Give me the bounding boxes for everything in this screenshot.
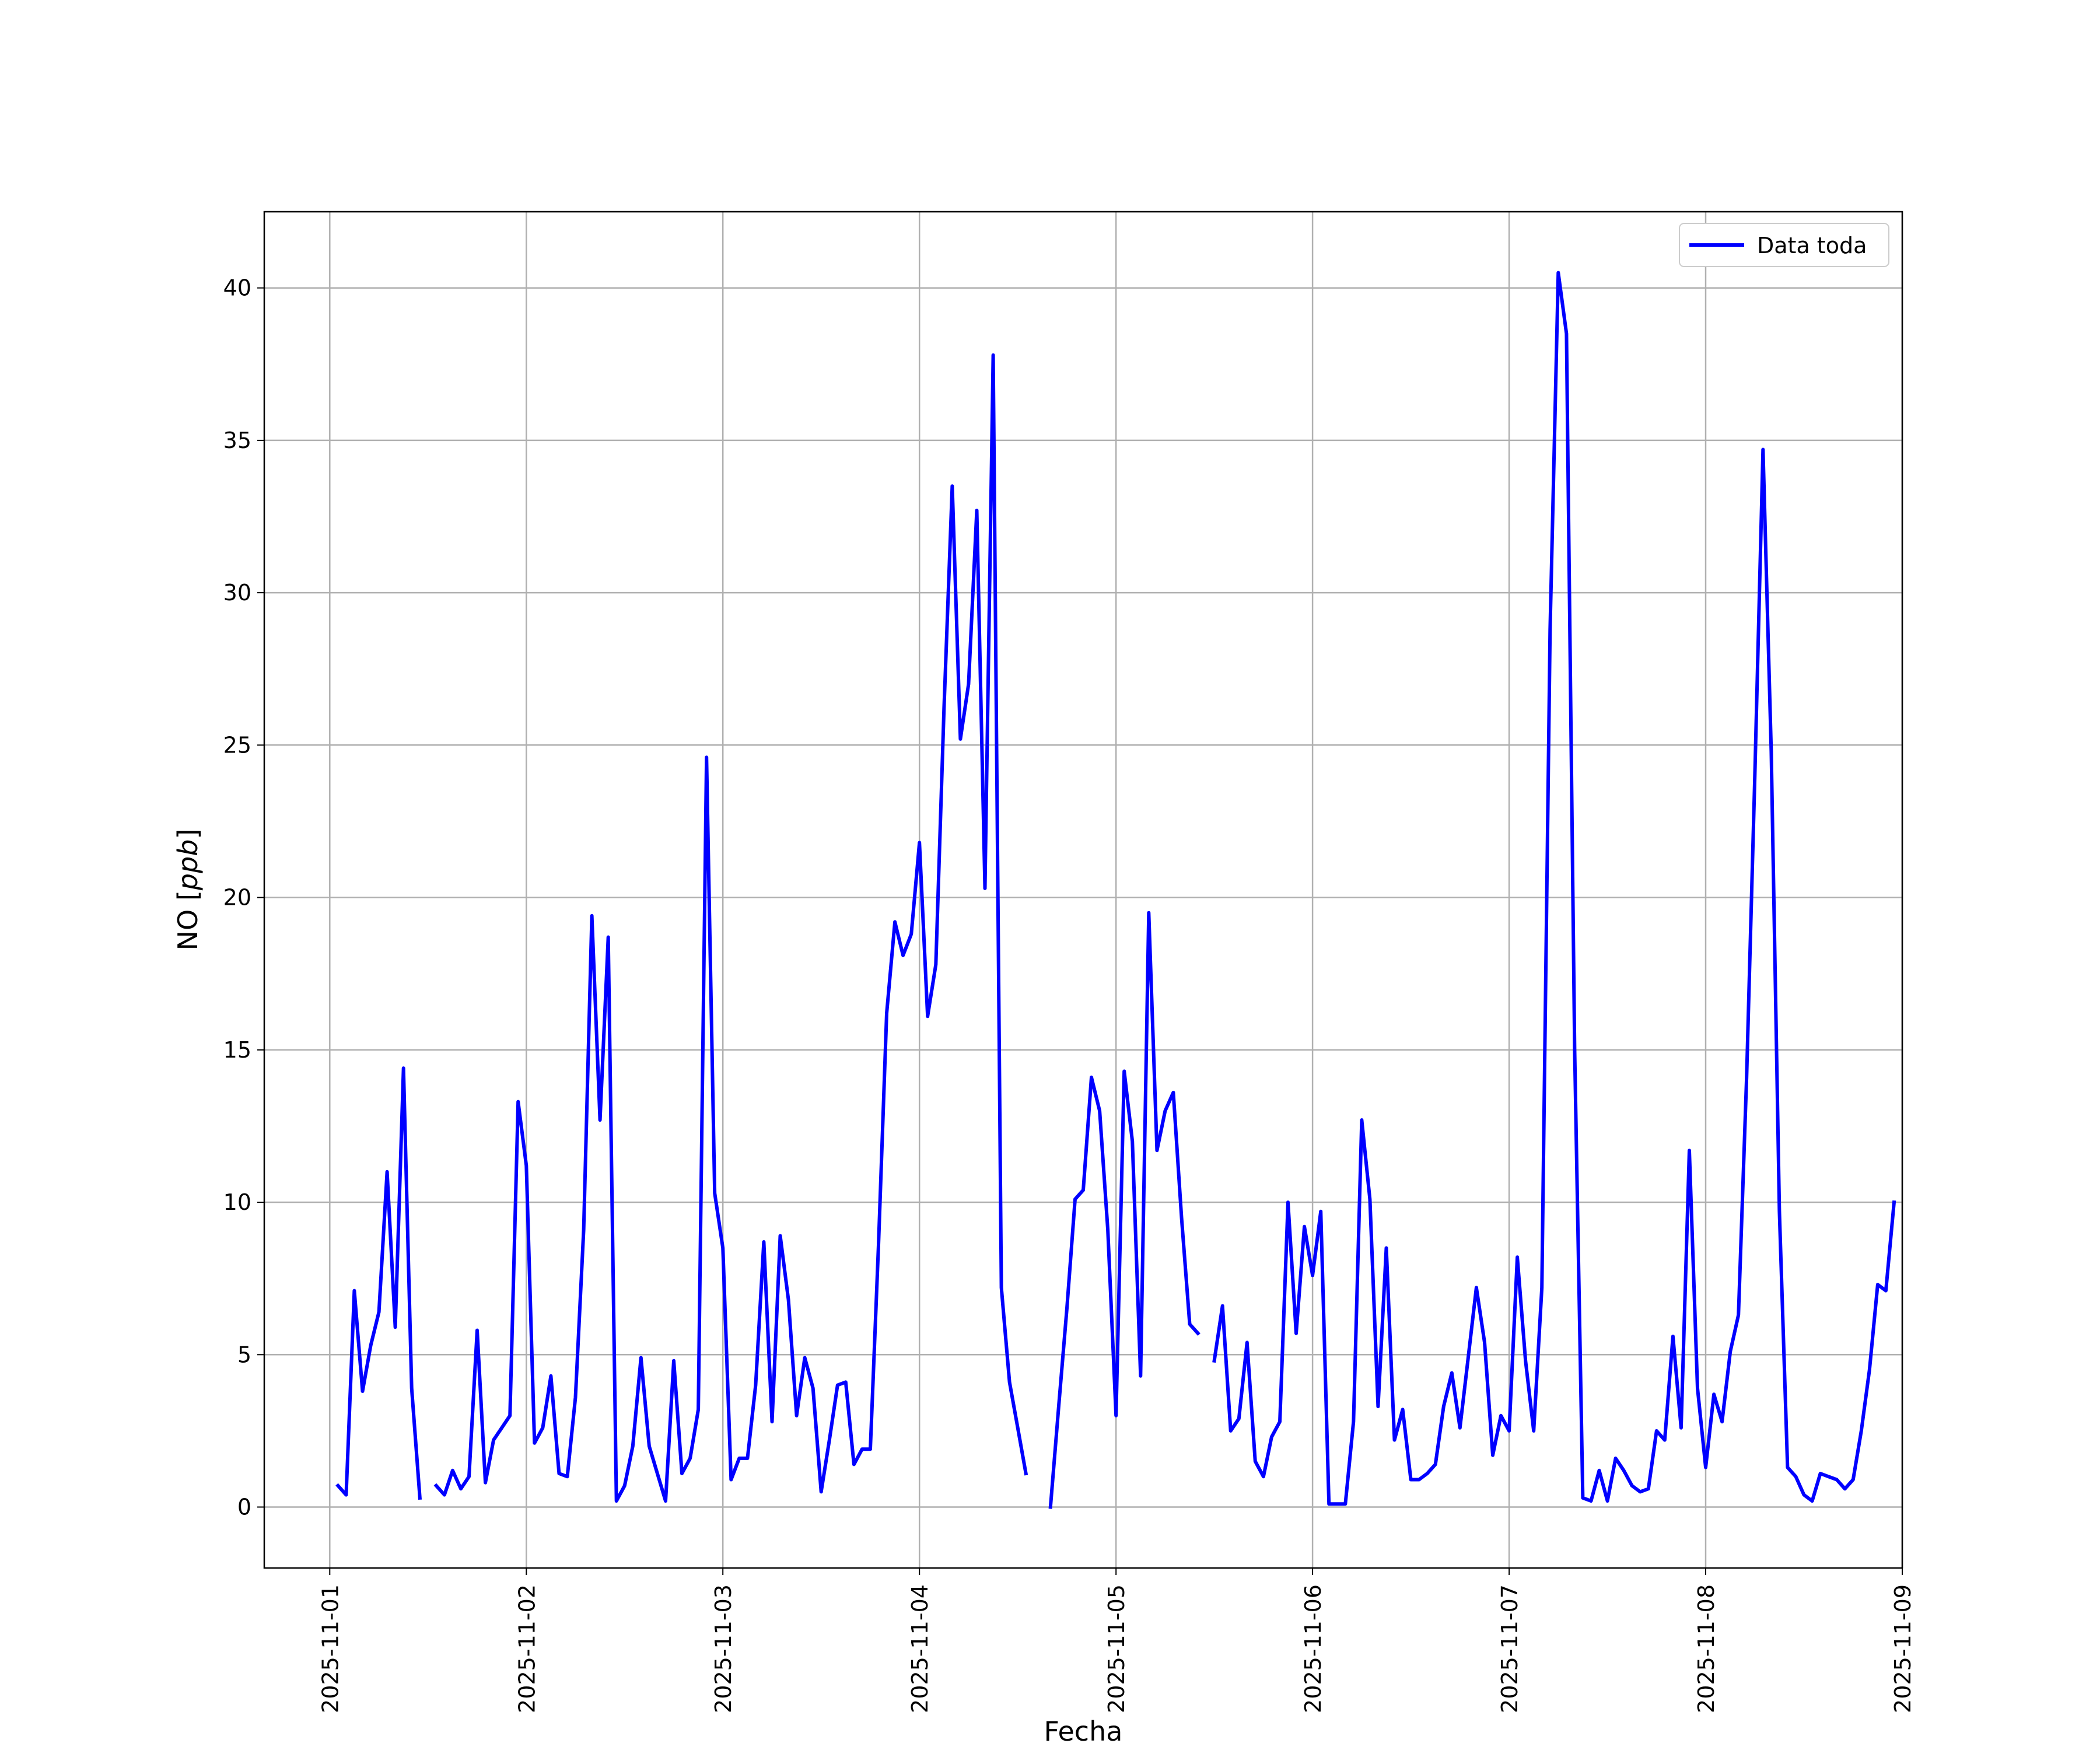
y-tick-label: 15: [223, 1037, 251, 1063]
x-tick-label: 2025-11-01: [317, 1584, 343, 1713]
x-tick-label: 2025-11-03: [710, 1584, 736, 1713]
x-tick-label: 2025-11-09: [1890, 1584, 1916, 1713]
y-tick-label: 30: [223, 580, 251, 606]
series-line-segment: [335, 1066, 422, 1500]
y-tick-label: 40: [223, 275, 251, 301]
legend-label: Data toda: [1757, 233, 1867, 258]
series-line-segment: [1212, 271, 1896, 1506]
x-tick-label: 2025-11-07: [1497, 1584, 1522, 1713]
x-axis-label: Fecha: [1044, 1716, 1123, 1747]
x-tick-label: 2025-11-04: [907, 1584, 933, 1713]
series-line-segment: [433, 353, 1028, 1503]
y-axis-label: NO [ppb]: [172, 829, 204, 951]
plot-area: [264, 212, 1902, 1568]
y-tick-label: 25: [223, 732, 251, 758]
x-tick-label: 2025-11-02: [514, 1584, 540, 1713]
x-tick-label: 2025-11-06: [1300, 1584, 1326, 1713]
y-tick-label: 5: [237, 1342, 251, 1367]
axis-ticks: 0 5 10 15 20 25 30 35 40 2025-11-01 2025-11-02 2025…: [223, 275, 1916, 1713]
x-tick-label: 2025-11-05: [1104, 1584, 1129, 1713]
y-tick-label: 20: [223, 885, 251, 911]
y-tick-label: 35: [223, 428, 251, 453]
x-tick-label: 2025-11-08: [1693, 1584, 1719, 1713]
legend-box: [1679, 223, 1889, 267]
series-line-segment: [1048, 911, 1200, 1509]
plot-frame: [263, 211, 1903, 1569]
y-tick-label: 10: [223, 1189, 251, 1215]
series-lines: [335, 271, 1896, 1509]
legend: Data toda: [1679, 223, 1889, 267]
y-tick-label: 0: [237, 1494, 251, 1520]
grid-lines: [264, 212, 1903, 1568]
